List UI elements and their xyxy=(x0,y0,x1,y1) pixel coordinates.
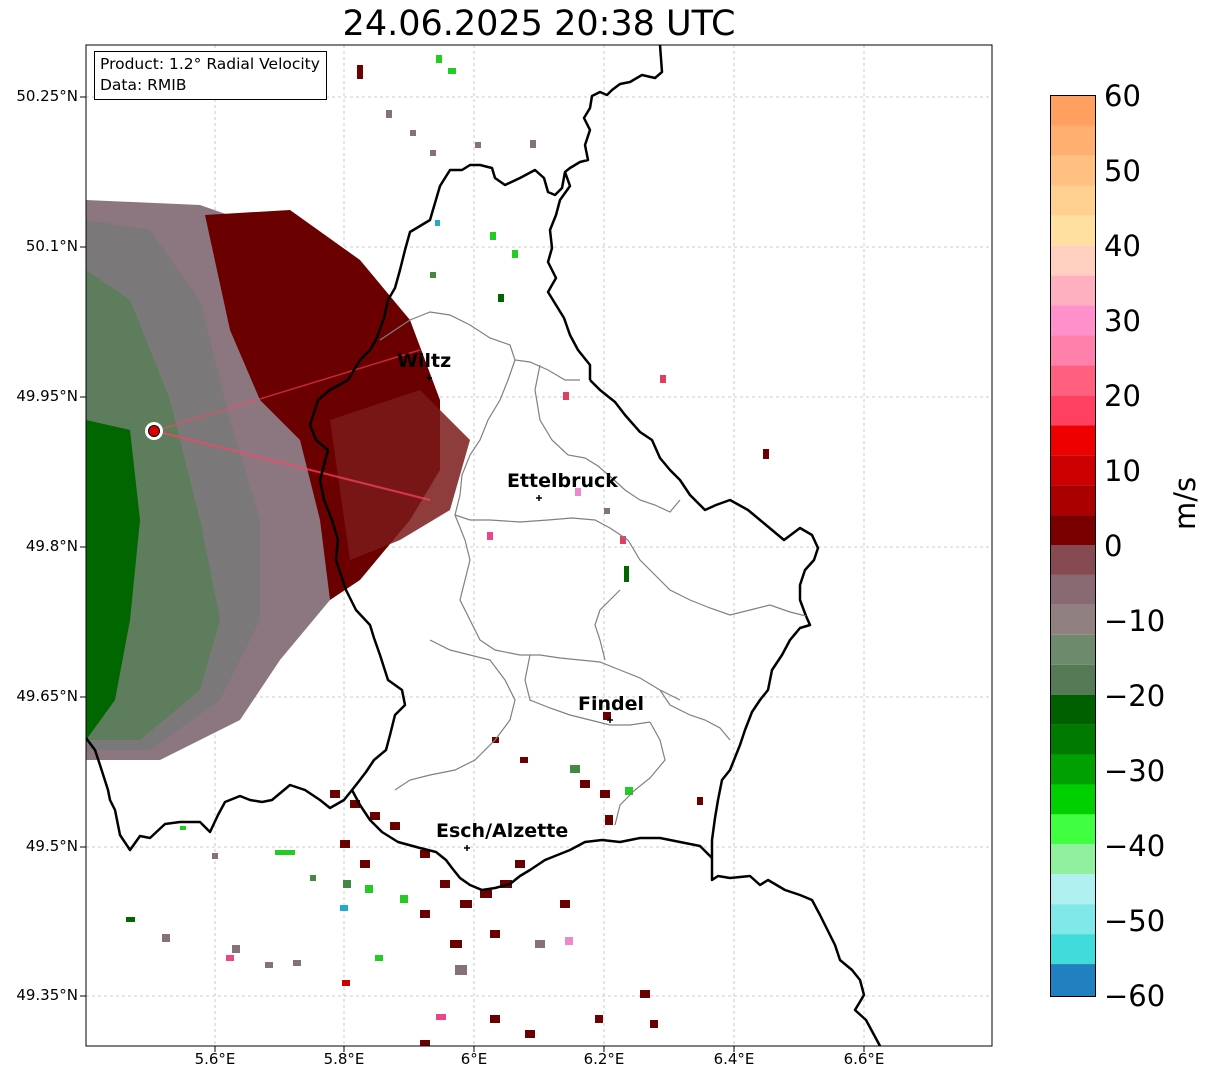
colorbar-tick: −10 xyxy=(1104,604,1166,638)
country-border xyxy=(86,45,664,852)
lat-label: 49.65°N xyxy=(16,687,78,705)
district-borders xyxy=(379,311,807,826)
colorbar-tick: −40 xyxy=(1104,829,1166,863)
colorbar-tick: 60 xyxy=(1104,79,1141,113)
info-product: Product: 1.2° Radial Velocity xyxy=(100,55,320,73)
city-marker-ettelbruck xyxy=(536,495,542,501)
colorbar xyxy=(1050,95,1096,997)
colorbar-tick: 10 xyxy=(1104,454,1141,488)
axis-ticks xyxy=(80,96,865,1052)
lat-label: 49.95°N xyxy=(16,387,78,405)
country-border-south xyxy=(350,789,713,892)
city-label-ettelbruck: Ettelbruck xyxy=(507,470,618,492)
echo-darkred-fringe xyxy=(330,390,470,560)
radar-echoes xyxy=(86,200,470,760)
echo-pink-streak xyxy=(154,349,421,432)
colorbar-tick: −30 xyxy=(1104,754,1166,788)
city-marker-esch xyxy=(464,845,470,851)
city-marker-findel xyxy=(607,717,613,723)
lat-label: 49.35°N xyxy=(16,986,78,1004)
map-title: 24.06.2025 20:38 UTC xyxy=(342,4,736,44)
lon-label: 6°E xyxy=(460,1050,488,1068)
colorbar-tick: −20 xyxy=(1104,679,1166,713)
lat-label: 50.25°N xyxy=(16,87,78,105)
colorbar-tick: 50 xyxy=(1104,154,1141,188)
lon-label: 6.4°E xyxy=(713,1050,755,1068)
lon-label: 5.6°E xyxy=(194,1050,236,1068)
city-label-wiltz: Wiltz xyxy=(397,350,452,372)
colorbar-tick: 20 xyxy=(1104,379,1141,413)
country-border-ne xyxy=(546,171,592,380)
lat-label: 49.5°N xyxy=(25,837,78,855)
colorbar-tick: −50 xyxy=(1104,904,1166,938)
radar-site-marker xyxy=(145,422,163,440)
info-data-source: Data: RMIB xyxy=(100,76,187,94)
lon-label: 6.6°E xyxy=(843,1050,885,1068)
colorbar-tick: 30 xyxy=(1104,304,1141,338)
colorbar-tick: 40 xyxy=(1104,229,1141,263)
map-frame xyxy=(85,44,993,1047)
city-label-esch-alzette: Esch/Alzette xyxy=(436,820,569,842)
city-marker-wiltz xyxy=(426,375,432,381)
lat-label: 50.1°N xyxy=(25,237,78,255)
colorbar-tick: 0 xyxy=(1104,529,1123,563)
city-label-findel: Findel xyxy=(578,693,645,715)
echo-pink-streak xyxy=(154,430,431,501)
city-markers xyxy=(426,375,613,851)
country-border-east xyxy=(589,379,882,1046)
lon-label: 6.2°E xyxy=(583,1050,625,1068)
echo-green-dark-field xyxy=(86,420,140,740)
colorbar-tick: −60 xyxy=(1104,979,1166,1013)
colorbar-unit-label: m/s xyxy=(1168,476,1202,530)
lon-label: 5.8°E xyxy=(323,1050,365,1068)
lat-label: 49.8°N xyxy=(25,537,78,555)
info-box: Product: 1.2° Radial Velocity Data: RMIB xyxy=(94,51,327,100)
